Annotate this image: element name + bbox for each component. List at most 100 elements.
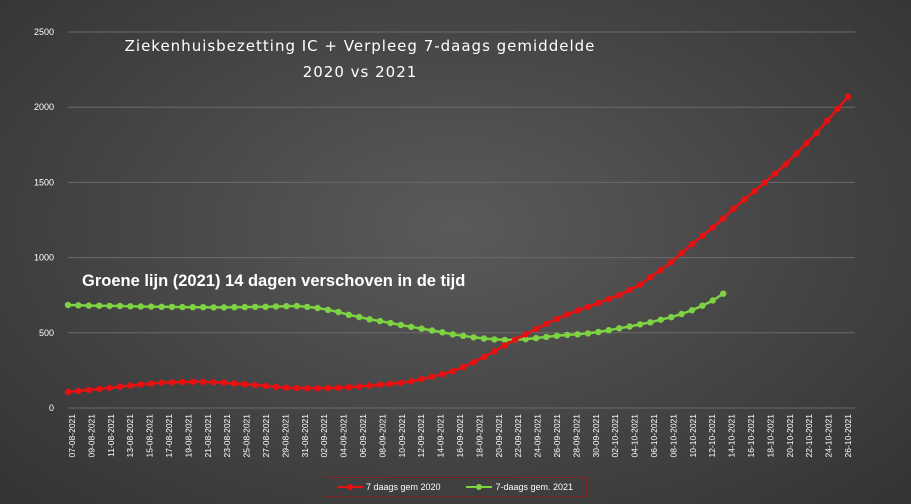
legend-swatch-2020 — [336, 482, 363, 492]
data-point-2021 — [418, 325, 425, 332]
data-point-2020 — [553, 315, 560, 323]
data-point-2021 — [96, 302, 103, 309]
data-point-2021 — [605, 327, 612, 334]
data-point-2020 — [356, 383, 363, 390]
legend-item-2020: 7 daags gem 2020 — [336, 482, 441, 492]
data-point-2020 — [678, 249, 685, 257]
data-point-2021 — [116, 302, 124, 310]
data-point-2021 — [449, 331, 456, 338]
data-point-2021 — [137, 303, 144, 310]
x-tick-label: 17-08-2021 — [164, 414, 174, 458]
x-tick-label: 23-08-2021 — [222, 414, 232, 458]
x-tick-label: 27-08-2021 — [261, 414, 271, 458]
data-point-2020 — [844, 93, 852, 100]
data-point-2020 — [834, 105, 841, 112]
data-point-2021 — [543, 333, 550, 341]
data-point-2020 — [501, 342, 508, 349]
legend-item-2021: 7-daags gem. 2021 — [466, 482, 573, 492]
series-line-2020 — [67, 95, 849, 394]
data-point-2020 — [366, 382, 373, 389]
data-point-2021 — [616, 325, 623, 332]
data-point-2021 — [460, 332, 467, 339]
data-point-2020 — [168, 379, 176, 386]
data-point-2020 — [709, 224, 716, 231]
y-tick-label: 1000 — [34, 253, 54, 263]
data-point-2020 — [813, 129, 820, 136]
x-tick-label: 14-10-2021 — [727, 414, 737, 458]
data-point-2021 — [283, 303, 290, 310]
data-point-2021 — [584, 330, 592, 337]
data-point-2021 — [709, 297, 716, 304]
data-point-2020 — [470, 358, 477, 366]
x-tick-label: 29-08-2021 — [280, 414, 290, 458]
data-point-2020 — [480, 353, 488, 361]
x-tick-label: 12-10-2021 — [707, 414, 717, 458]
x-tick-label: 25-08-2021 — [242, 414, 252, 458]
data-point-2020 — [324, 384, 332, 392]
data-point-2020 — [116, 383, 124, 390]
data-point-2021 — [324, 306, 332, 313]
data-point-2020 — [397, 379, 404, 387]
data-point-2021 — [179, 303, 186, 311]
data-point-2020 — [460, 363, 467, 371]
data-point-2021 — [158, 303, 165, 310]
data-point-2021 — [532, 334, 540, 342]
data-point-2020 — [231, 380, 238, 387]
series-line-2021 — [67, 292, 724, 342]
x-tick-label: 04-10-2021 — [630, 414, 640, 458]
data-point-2020 — [657, 266, 664, 274]
x-tick-label: 20-10-2021 — [785, 414, 795, 458]
data-point-2020 — [418, 375, 425, 383]
x-tick-label: 13-08-2021 — [125, 414, 135, 458]
data-point-2020 — [96, 385, 103, 393]
y-tick-label: 2500 — [34, 27, 54, 37]
gridlines — [68, 31, 855, 409]
data-point-2021 — [657, 316, 664, 323]
data-point-2021 — [241, 303, 248, 311]
data-point-2020 — [803, 140, 810, 147]
data-point-2021 — [720, 290, 727, 297]
data-point-2020 — [751, 188, 758, 195]
data-point-2020 — [439, 371, 446, 378]
data-point-2021 — [345, 311, 352, 318]
legend-swatch-2021 — [466, 482, 493, 492]
data-point-2021 — [678, 310, 685, 318]
data-point-2020 — [543, 320, 550, 327]
data-point-2021 — [428, 327, 436, 334]
x-tick-label: 10-09-2021 — [397, 414, 407, 458]
data-point-2021 — [231, 304, 238, 311]
x-tick-label: 06-10-2021 — [649, 414, 659, 458]
data-point-2021 — [387, 319, 394, 327]
data-point-2020 — [314, 385, 321, 392]
y-tick-label: 2000 — [34, 102, 54, 112]
x-tick-label: 12-09-2021 — [416, 414, 426, 458]
data-point-2020 — [532, 325, 540, 333]
x-tick-label: 02-09-2021 — [319, 414, 329, 458]
legend-label-2020: 7 daags gem 2020 — [365, 482, 441, 492]
x-tick-label: 22-10-2021 — [804, 414, 814, 458]
data-point-2021 — [376, 317, 384, 325]
data-point-2020 — [158, 379, 165, 386]
data-point-2021 — [668, 314, 675, 321]
data-point-2021 — [626, 323, 633, 330]
data-point-2020 — [283, 384, 290, 391]
data-point-2021 — [699, 302, 706, 309]
x-tick-label: 22-09-2021 — [513, 414, 523, 458]
data-point-2020 — [730, 205, 737, 212]
data-point-2021 — [688, 307, 696, 314]
data-point-2020 — [345, 384, 352, 391]
data-point-2021 — [491, 336, 498, 343]
data-point-2020 — [252, 381, 259, 389]
data-point-2021 — [127, 303, 134, 310]
data-point-2021 — [200, 304, 207, 311]
data-point-2020 — [522, 331, 529, 338]
x-tick-label: 26-09-2021 — [552, 414, 562, 458]
x-tick-label: 18-09-2021 — [474, 414, 484, 458]
data-point-2020 — [792, 150, 800, 157]
data-point-2020 — [64, 388, 72, 395]
data-point-2021 — [168, 303, 176, 311]
data-point-2021 — [636, 321, 644, 328]
data-point-2020 — [616, 292, 623, 299]
x-tick-label: 11-08-2021 — [106, 414, 116, 457]
data-point-2020 — [626, 286, 633, 294]
